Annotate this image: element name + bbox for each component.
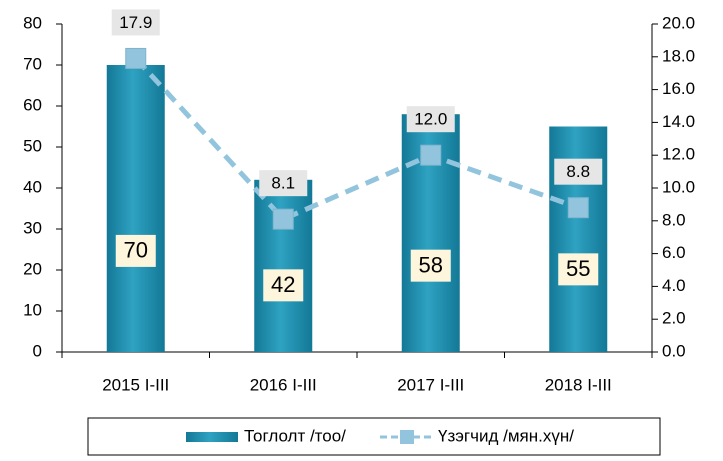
line-label: 12.0 bbox=[414, 110, 447, 129]
bar-label: 58 bbox=[419, 252, 443, 277]
y-tick-label: 20 bbox=[23, 259, 42, 278]
y2-tick-label: 10.0 bbox=[662, 177, 695, 196]
bar bbox=[254, 179, 313, 352]
line-label-box bbox=[554, 158, 603, 185]
bar-label-box bbox=[115, 234, 156, 267]
x-tick-label: 2015 I-III bbox=[102, 375, 169, 394]
y-tick-label: 10 bbox=[23, 300, 42, 319]
line bbox=[133, 56, 580, 223]
x-tick-label: 2016 I-III bbox=[250, 375, 317, 394]
legend-label: Тоглолт /тоо/ bbox=[244, 426, 346, 445]
y-tick-label: 70 bbox=[23, 54, 42, 73]
y2-tick-label: 0.0 bbox=[662, 341, 686, 360]
marker bbox=[125, 47, 147, 69]
y2-tick-label: 18.0 bbox=[662, 46, 695, 65]
bar bbox=[106, 65, 165, 352]
line-label-box bbox=[406, 106, 455, 133]
y-tick-label: 40 bbox=[23, 177, 42, 196]
legend-marker bbox=[400, 430, 414, 444]
y2-tick-label: 14.0 bbox=[662, 112, 695, 131]
y2-tick-label: 2.0 bbox=[662, 309, 686, 328]
legend-swatch bbox=[186, 432, 238, 442]
y2-tick-label: 4.0 bbox=[662, 276, 686, 295]
bar-label: 55 bbox=[566, 256, 590, 281]
x-tick-label: 2017 I-III bbox=[397, 375, 464, 394]
line-label: 8.1 bbox=[271, 174, 295, 193]
marker bbox=[567, 197, 589, 219]
y2-tick-label: 6.0 bbox=[662, 243, 686, 262]
bar-label-box bbox=[263, 269, 304, 302]
marker bbox=[420, 144, 442, 166]
line-label: 17.9 bbox=[119, 13, 152, 32]
y2-tick-label: 8.0 bbox=[662, 210, 686, 229]
y2-tick-label: 16.0 bbox=[662, 79, 695, 98]
legend-label: Үзэгчид /мян.хүн/ bbox=[438, 426, 574, 445]
line-label-box bbox=[259, 170, 308, 197]
y-tick-label: 60 bbox=[23, 95, 42, 114]
y-tick-label: 80 bbox=[23, 13, 42, 32]
x-tick-label: 2018 I-III bbox=[545, 375, 612, 394]
y2-tick-label: 12.0 bbox=[662, 145, 695, 164]
y-tick-label: 0 bbox=[33, 341, 42, 360]
bar-label-box bbox=[558, 253, 599, 286]
y-tick-label: 30 bbox=[23, 218, 42, 237]
line-label-box bbox=[111, 9, 160, 36]
bar-label: 70 bbox=[124, 238, 148, 263]
y-tick-label: 50 bbox=[23, 136, 42, 155]
legend-box bbox=[87, 417, 661, 456]
line-label: 8.8 bbox=[566, 162, 590, 181]
y2-tick-label: 20.0 bbox=[662, 13, 695, 32]
bar-label-box bbox=[410, 249, 451, 282]
marker bbox=[272, 208, 294, 230]
bar-label: 42 bbox=[271, 272, 295, 297]
